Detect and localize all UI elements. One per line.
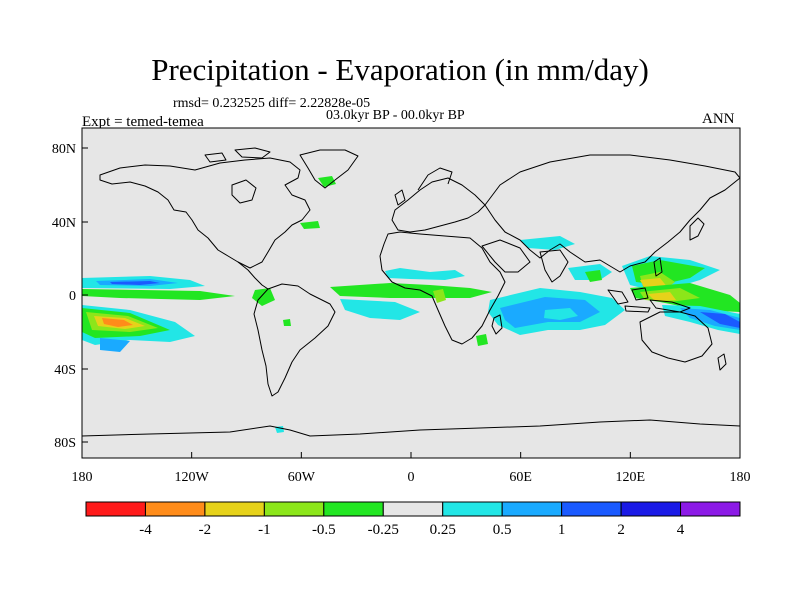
- colorbar-swatch: [501, 501, 563, 517]
- colorbar-swatch: [144, 501, 206, 517]
- coastline-europe: [391, 177, 486, 233]
- coastline-arabia: [481, 239, 531, 273]
- lat-tick-label: 0: [69, 289, 76, 304]
- coastline-africa: [379, 231, 506, 345]
- coastline-philippines: [653, 257, 663, 277]
- colorbar-swatch: [561, 501, 622, 517]
- coastline-madagascar: [491, 314, 503, 335]
- colorbar-label: 0.5: [493, 522, 512, 538]
- colorbar-label: -0.25: [368, 522, 399, 538]
- colorbar-label: -4: [139, 522, 152, 538]
- lon-tick-label: 180: [72, 470, 93, 485]
- colorbar-swatch: [85, 501, 146, 517]
- coastline-hudson-bay: [231, 179, 257, 204]
- anomaly-patch: [648, 292, 676, 301]
- colorbar-swatch: [382, 501, 444, 517]
- lon-tick-label: 180: [730, 470, 751, 485]
- anomaly-patch: [385, 268, 465, 280]
- longitude-axis: 180 120W 60W 0 60E 120E 180: [72, 452, 751, 485]
- lat-tick-label: 40N: [52, 216, 76, 231]
- anomaly-patch: [283, 319, 291, 326]
- coastline-greenland: [299, 149, 359, 189]
- coastline-india: [539, 249, 569, 283]
- anomaly-patch: [700, 312, 740, 328]
- anomaly-patch: [330, 283, 492, 298]
- anomaly-patch: [110, 281, 160, 285]
- anomaly-patch: [300, 221, 320, 229]
- latitude-axis: 80N 40N 0 40S 80S: [52, 142, 88, 451]
- coastline-japan: [689, 217, 705, 241]
- anomaly-patch: [520, 236, 575, 250]
- lon-tick-label: 60W: [288, 470, 316, 485]
- colorbar-swatch: [204, 501, 265, 517]
- colorbar-swatch: [442, 501, 503, 517]
- anomaly-patch: [544, 308, 578, 320]
- colorbar-label: -0.5: [312, 522, 336, 538]
- coastline-new-zealand: [717, 353, 727, 371]
- season-label: ANN: [702, 111, 735, 127]
- colorbar-label: 2: [617, 522, 625, 538]
- anomaly-patch: [102, 318, 133, 327]
- colorbar-label: 1: [558, 522, 566, 538]
- lat-tick-label: 80S: [54, 436, 76, 451]
- anomaly-patch: [433, 289, 446, 303]
- colorbar-swatch: [680, 501, 741, 517]
- coastline-central-america: [237, 261, 269, 290]
- coastline-antarctica: [82, 419, 740, 437]
- anomaly-patch: [585, 270, 602, 282]
- time-period: 03.0kyr BP - 00.0kyr BP: [326, 108, 465, 123]
- lon-tick-label: 120W: [175, 470, 210, 485]
- rmsd-diff-stats: rmsd= 0.232525 diff= 2.22828e-05: [173, 96, 371, 111]
- lat-tick-label: 80N: [52, 142, 76, 157]
- anomaly-patch: [318, 176, 336, 187]
- coastline-arctic-islands: [204, 147, 271, 163]
- lon-tick-label: 0: [408, 470, 415, 485]
- lon-tick-label: 120E: [616, 470, 646, 485]
- lon-tick-label: 60E: [509, 470, 532, 485]
- colorbar-label: -1: [258, 522, 271, 538]
- anomaly-patch: [82, 289, 235, 300]
- colorbar-swatch: [620, 501, 682, 517]
- coastline-indonesia: [607, 287, 691, 313]
- colorbar-label: -2: [199, 522, 212, 538]
- chart-title: Precipitation - Evaporation (in mm/day): [151, 52, 649, 87]
- anomaly-patch: [100, 338, 130, 352]
- colorbar-label: 4: [677, 522, 685, 538]
- experiment-label: Expt = temed-temea: [82, 114, 204, 130]
- coastline-british-isles: [394, 189, 406, 206]
- colorbar: -4 -2 -1 -0.5 -0.25 0.25 0.5 1 2 4: [85, 501, 741, 538]
- anomaly-shading: [82, 176, 740, 433]
- colorbar-label: 0.25: [430, 522, 456, 538]
- colorbar-swatch: [323, 501, 384, 517]
- coastline-north-america: [99, 157, 311, 269]
- lat-tick-label: 40S: [54, 363, 76, 378]
- coastlines: [82, 147, 740, 437]
- coastline-australia: [639, 311, 713, 363]
- coastline-south-america: [253, 283, 336, 397]
- anomaly-patch: [476, 334, 488, 346]
- coastline-scandinavia: [417, 167, 453, 191]
- colorbar-swatch: [263, 501, 325, 517]
- anomaly-patch: [340, 299, 420, 320]
